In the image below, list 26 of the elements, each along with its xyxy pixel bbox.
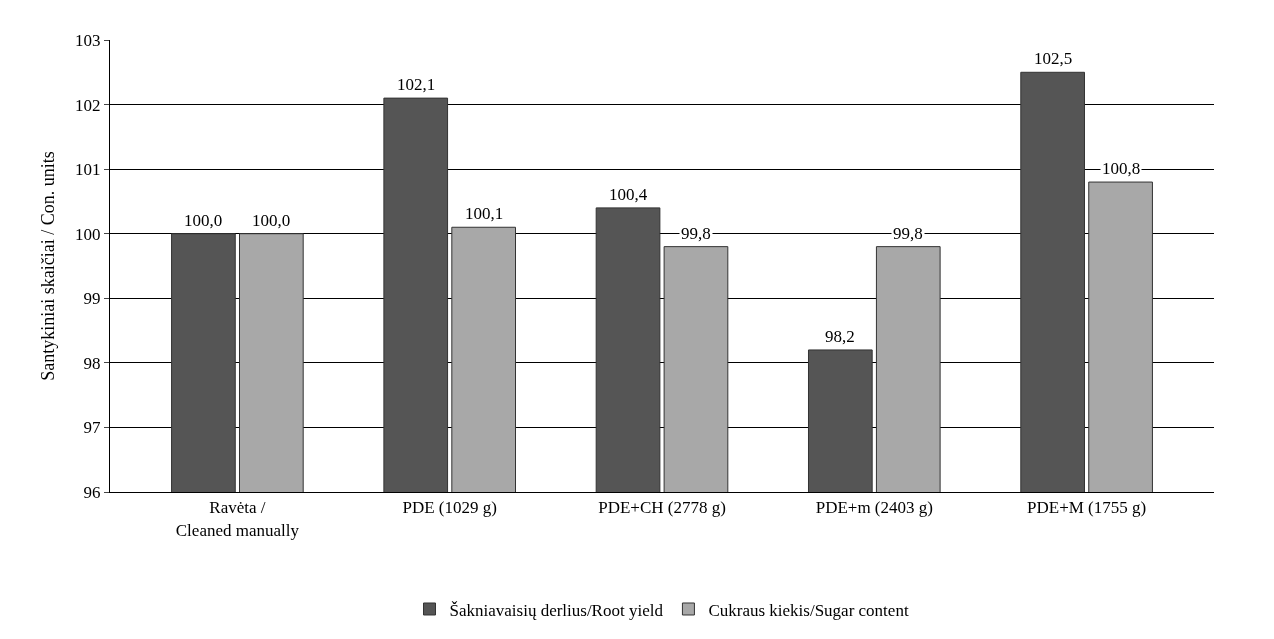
x-tick-label: PDE (1029 g)	[402, 498, 497, 518]
y-tick-label: 103	[75, 30, 101, 50]
y-tick-label: 99	[83, 289, 101, 309]
y-tick-label: 102	[75, 95, 101, 115]
data-label: 100,8	[1102, 159, 1141, 178]
data-label: 99,8	[681, 224, 711, 243]
data-label: 102,1	[397, 75, 436, 94]
y-tick-label: 100	[75, 224, 101, 244]
legend-label: Šakniavaisių derlius/Root yield	[449, 600, 664, 620]
data-label: 100,4	[609, 185, 648, 204]
data-label: 102,5	[1034, 49, 1073, 68]
legend-label: Cukraus kiekis/Sugar content	[708, 600, 909, 620]
data-label: 99,8	[893, 224, 923, 243]
data-label: 98,2	[825, 327, 855, 346]
y-axis-title: Santykiniai skaičiai / Con. units	[38, 151, 59, 381]
x-tick-label: Ravėta / Cleaned manually	[175, 498, 300, 540]
data-label: 100,0	[184, 211, 223, 230]
x-tick-label: PDE+m (2403 g)	[815, 498, 933, 518]
y-tick-label: 98	[83, 353, 101, 373]
data-label: 100,1	[465, 204, 504, 223]
data-label: 100,0	[252, 211, 291, 230]
x-tick-label: PDE+M (1755 g)	[1027, 498, 1147, 518]
y-tick-label: 96	[83, 482, 101, 502]
y-tick-label: 97	[83, 418, 102, 438]
x-tick-label: PDE+CH (2778 g)	[598, 498, 726, 518]
y-tick-label: 101	[75, 160, 101, 180]
